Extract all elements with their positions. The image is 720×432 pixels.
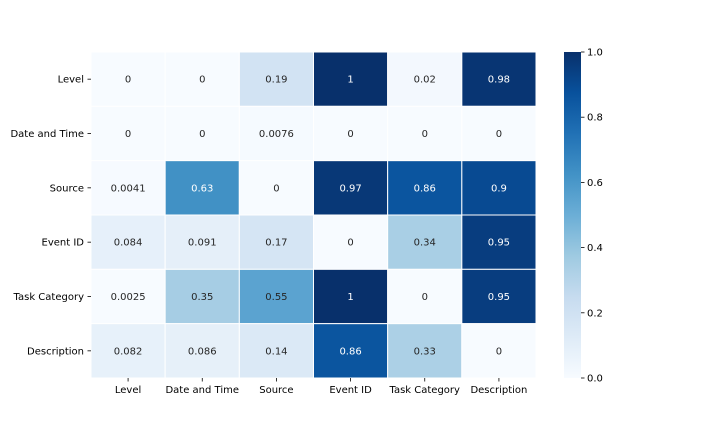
x-tick-label-event-id: Event ID: [329, 385, 372, 396]
cell-value-label: 0.02: [414, 75, 436, 86]
y-tick-label-event-id: Event ID: [42, 238, 85, 249]
heatmap-cell: [461, 51, 537, 107]
heatmap-cell: [461, 105, 537, 162]
heatmap-cell: [90, 323, 166, 379]
heatmap-cell: [461, 323, 537, 379]
cell-value-label: 1: [347, 292, 353, 303]
heatmap-cell: [461, 214, 537, 270]
heatmap-cell: [164, 160, 240, 216]
heatmap-cell: [313, 160, 389, 216]
heatmap-cell: [90, 51, 166, 107]
cell-value-label: 0: [273, 183, 279, 194]
cell-value-label: 0.14: [265, 346, 287, 357]
heatmap-cell: [387, 268, 463, 325]
cell-value-label: 1: [347, 75, 353, 86]
cell-value-label: 0.091: [188, 238, 217, 249]
heatmap-cell: [238, 268, 314, 325]
cell-value-label: 0: [347, 129, 353, 140]
cell-value-label: 0.082: [114, 346, 143, 357]
heatmap-cells: [90, 51, 537, 379]
heatmap-cell: [461, 268, 537, 325]
cell-value-label: 0: [125, 75, 131, 86]
cell-value-label: 0: [422, 292, 428, 303]
colorbar-tick-label: 0.0: [587, 374, 603, 385]
heatmap-cell: [164, 105, 240, 162]
heatmap-cell: [90, 214, 166, 270]
colorbar-tick-label: 0.2: [587, 308, 603, 319]
heatmap-cell: [461, 160, 537, 216]
cell-value-label: 0.086: [188, 346, 217, 357]
colorbar-tick-label: 1.0: [587, 48, 603, 59]
cell-value-label: 0: [125, 129, 131, 140]
cell-value-label: 0.34: [414, 238, 436, 249]
cell-value-label: 0.0041: [111, 183, 146, 194]
cell-value-label: 0.98: [488, 75, 510, 86]
x-tick-label-level: Level: [115, 385, 141, 396]
heatmap-cell: [238, 51, 314, 107]
x-tick-label-description: Description: [470, 385, 527, 396]
heatmap-cell: [387, 214, 463, 270]
colorbar: 0.0 0.2 0.4 0.6 0.8 1.0: [564, 48, 603, 385]
heatmap-cell: [164, 51, 240, 107]
heatmap-cell: [90, 268, 166, 325]
cell-value-label: 0.86: [414, 183, 436, 194]
cell-value-label: 0.35: [191, 292, 213, 303]
cell-value-label: 0: [199, 75, 205, 86]
cell-value-label: 0: [199, 129, 205, 140]
colorbar-tick-label: 0.6: [587, 178, 603, 189]
cell-value-label: 0.97: [339, 183, 361, 194]
cell-value-label: 0: [496, 129, 502, 140]
x-tick-label-date-and-time: Date and Time: [165, 385, 239, 396]
y-axis: Level Date and Time Source Event ID Task Cat…: [10, 75, 91, 357]
cell-value-label: 0.95: [488, 238, 510, 249]
colorbar-tick-label: 0.8: [587, 113, 603, 124]
heatmap-cell: [313, 51, 389, 107]
y-tick-label-level: Level: [58, 75, 84, 86]
heatmap-cell: [313, 105, 389, 162]
y-tick-label-source: Source: [50, 183, 84, 194]
cell-value-label: 0: [496, 346, 502, 357]
cell-value-label: 0.63: [191, 183, 213, 194]
cell-value-label: 0.17: [265, 238, 287, 249]
colorbar-tick-label: 0.4: [587, 243, 603, 254]
cell-value-label: 0.084: [114, 238, 143, 249]
y-tick-label-task-category: Task Category: [13, 292, 85, 303]
x-tick-label-task-category: Task Category: [389, 385, 461, 396]
cell-value-label: 0.9: [491, 183, 507, 194]
cell-value-label: 0.55: [265, 292, 287, 303]
cell-value-label: 0.33: [414, 346, 436, 357]
cell-value-label: 0.0076: [259, 129, 294, 140]
x-axis: Level Date and Time Source Event ID Task Cat…: [115, 378, 527, 396]
heatmap-cell: [238, 214, 314, 270]
cell-value-label: 0.95: [488, 292, 510, 303]
y-tick-label-description: Description: [27, 346, 84, 357]
heatmap-cell: [164, 214, 240, 270]
heatmap-cell: [313, 268, 389, 325]
heatmap-cell: [387, 160, 463, 216]
colorbar-gradient: [564, 52, 581, 378]
heatmap-cell: [313, 214, 389, 270]
cell-value-label: 0.0025: [111, 292, 146, 303]
y-tick-label-date-and-time: Date and Time: [10, 129, 84, 140]
cell-value-label: 0.86: [339, 346, 361, 357]
x-tick-label-source: Source: [259, 385, 293, 396]
cell-value-label: 0: [347, 238, 353, 249]
heatmap-cell-labels: 0 0 0.19 1 0.02 0.98 0 0 0.0076 0 0 0 0.0041 0.63 0 0.9…: [111, 75, 510, 358]
cell-value-label: 0.19: [265, 75, 287, 86]
cell-value-label: 0: [422, 129, 428, 140]
